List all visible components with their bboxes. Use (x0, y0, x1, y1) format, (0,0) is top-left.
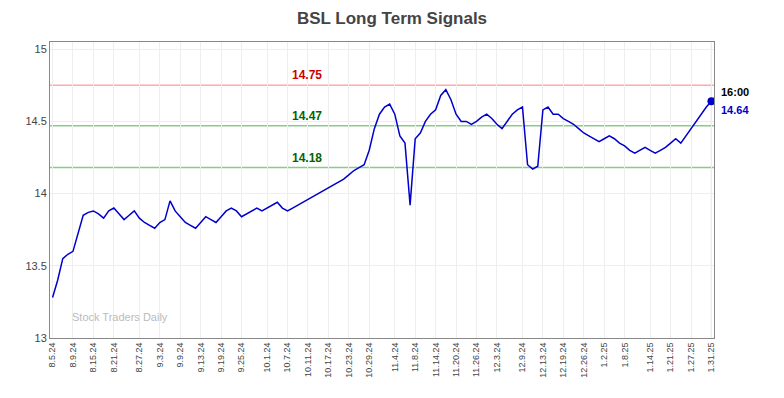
svg-text:8.15.24: 8.15.24 (88, 343, 98, 373)
svg-text:9.19.24: 9.19.24 (216, 343, 226, 373)
svg-text:BSL Long Term Signals: BSL Long Term Signals (297, 9, 487, 28)
svg-text:10.23.24: 10.23.24 (344, 343, 354, 378)
svg-text:13: 13 (35, 332, 47, 344)
svg-text:11.20.24: 11.20.24 (451, 343, 461, 377)
svg-text:12.26.24: 12.26.24 (579, 343, 589, 378)
svg-text:Stock Traders Daily: Stock Traders Daily (72, 311, 168, 323)
svg-text:13.5: 13.5 (25, 260, 46, 272)
svg-text:11.4.24: 11.4.24 (390, 343, 400, 372)
svg-text:11.14.24: 11.14.24 (431, 343, 441, 377)
svg-text:12.13.24: 12.13.24 (538, 343, 548, 378)
svg-text:1.27.25: 1.27.25 (686, 343, 696, 373)
svg-text:16:00: 16:00 (721, 86, 749, 98)
svg-text:1.31.25: 1.31.25 (706, 343, 716, 373)
svg-text:11.26.24: 11.26.24 (471, 343, 481, 377)
svg-text:10.29.24: 10.29.24 (364, 343, 374, 378)
svg-text:12.19.24: 12.19.24 (558, 343, 568, 378)
svg-text:1.2.25: 1.2.25 (599, 343, 609, 368)
svg-text:9.9.24: 9.9.24 (175, 343, 185, 368)
svg-text:10.1.24: 10.1.24 (262, 343, 272, 373)
svg-text:14.47: 14.47 (292, 109, 322, 123)
svg-text:10.7.24: 10.7.24 (282, 343, 292, 373)
svg-text:10.11.24: 10.11.24 (303, 343, 313, 377)
svg-text:9.25.24: 9.25.24 (236, 343, 246, 373)
svg-text:14.75: 14.75 (292, 68, 322, 82)
svg-text:14.18: 14.18 (292, 151, 322, 165)
svg-text:9.3.24: 9.3.24 (155, 343, 165, 368)
svg-text:8.27.24: 8.27.24 (134, 343, 144, 373)
svg-text:1.14.25: 1.14.25 (645, 343, 655, 373)
svg-text:14.64: 14.64 (721, 104, 749, 116)
svg-text:8.5.24: 8.5.24 (47, 343, 57, 368)
svg-text:14.5: 14.5 (25, 115, 46, 127)
svg-text:12.9.24: 12.9.24 (517, 343, 527, 373)
svg-text:11.8.24: 11.8.24 (410, 343, 420, 372)
svg-text:10.17.24: 10.17.24 (323, 343, 333, 378)
svg-text:1.21.25: 1.21.25 (666, 343, 676, 373)
svg-text:14: 14 (35, 187, 47, 199)
svg-text:15: 15 (35, 43, 47, 55)
svg-text:12.3.24: 12.3.24 (492, 343, 502, 373)
svg-text:1.8.25: 1.8.25 (620, 343, 630, 368)
svg-text:9.13.24: 9.13.24 (196, 343, 206, 373)
svg-text:8.21.24: 8.21.24 (109, 343, 119, 373)
svg-text:8.9.24: 8.9.24 (68, 343, 78, 368)
